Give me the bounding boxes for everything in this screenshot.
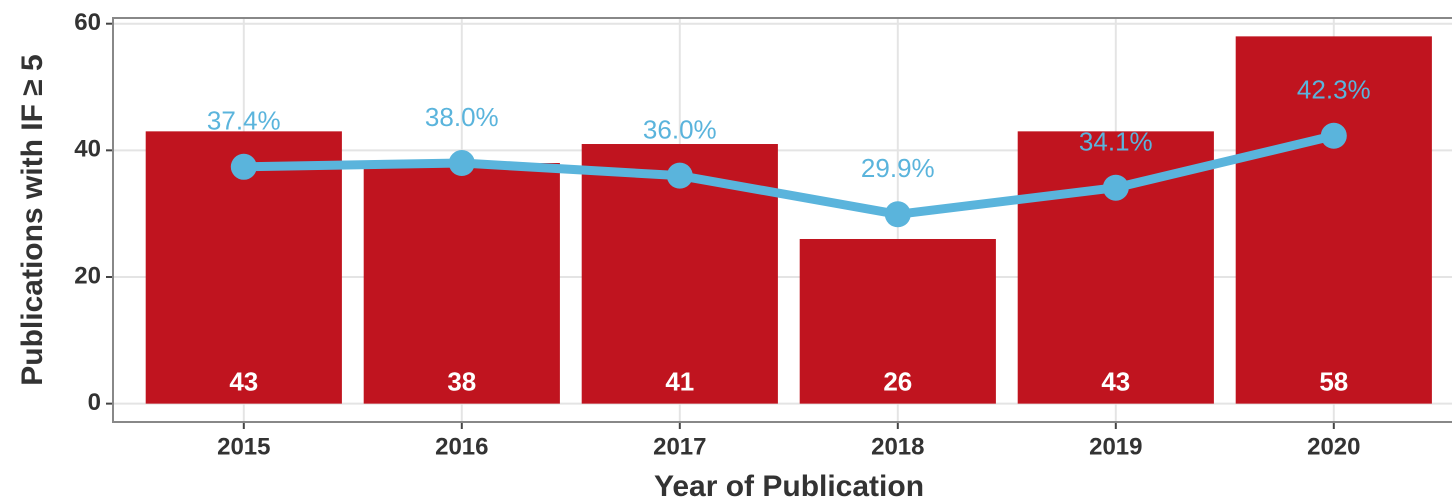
y-axis-title: Publications with IF ≥ 5 <box>16 54 49 386</box>
bar <box>363 163 560 404</box>
bar <box>1235 36 1432 404</box>
bar-label: 43 <box>229 367 258 397</box>
panel-border <box>112 17 1452 423</box>
x-tick-label: 2016 <box>435 433 488 460</box>
bar-label: 38 <box>447 367 476 397</box>
point-label: 42.3% <box>1297 75 1371 105</box>
point-label: 34.1% <box>1079 127 1153 157</box>
bar-label: 41 <box>665 367 694 397</box>
point-label: 37.4% <box>207 106 281 136</box>
point <box>666 162 693 189</box>
y-tick-label: 60 <box>74 9 101 36</box>
y-tick-label: 20 <box>74 262 101 289</box>
point <box>230 153 257 180</box>
x-axis-title: Year of Publication <box>654 470 924 503</box>
x-tick-label: 2020 <box>1307 433 1360 460</box>
x-tick-label: 2015 <box>217 433 270 460</box>
x-tick-label: 2018 <box>871 433 924 460</box>
bar <box>799 238 996 404</box>
y-tick-label: 40 <box>74 136 101 163</box>
point-label: 38.0% <box>425 102 499 132</box>
point <box>1102 174 1129 201</box>
point-label: 36.0% <box>643 115 717 145</box>
point <box>448 150 475 177</box>
bar-label: 26 <box>883 367 912 397</box>
line <box>243 131 1335 219</box>
x-tick-label: 2019 <box>1089 433 1142 460</box>
y-tick-label: 0 <box>88 389 101 416</box>
point <box>884 201 911 228</box>
x-tick-label: 2017 <box>653 433 706 460</box>
point <box>1320 122 1347 149</box>
bar-label: 43 <box>1101 367 1130 397</box>
bar-label: 58 <box>1319 367 1348 397</box>
point-label: 29.9% <box>861 153 935 183</box>
